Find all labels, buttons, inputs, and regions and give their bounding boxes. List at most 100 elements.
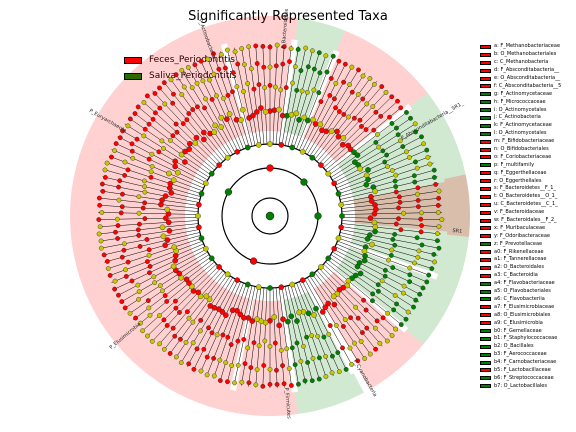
tree-node <box>373 109 379 115</box>
tree-node <box>323 53 329 59</box>
tree-node <box>417 291 423 297</box>
tree-branch <box>314 81 378 160</box>
tree-node <box>159 197 165 203</box>
biomarker-legend-label: k: F_Actinomycetaceae <box>494 122 552 129</box>
tree-node <box>335 235 342 242</box>
tree-branch <box>114 246 205 290</box>
tree-node <box>235 61 241 67</box>
biomarker-legend-label: h: F_Micrococcaceae <box>494 98 546 105</box>
tree-node <box>355 92 361 97</box>
biomarker-legend-label: s: F_Bacteroidetes__F_1_ <box>494 185 556 192</box>
tree-node <box>401 283 407 289</box>
tree-node <box>149 338 155 344</box>
tree-node <box>160 233 167 240</box>
biomarker-legend-swatch <box>480 360 491 365</box>
biomarker-legend-entry: j: C_Actinobacteria <box>480 114 561 122</box>
tree-node <box>352 340 357 346</box>
tree-node <box>159 138 165 144</box>
tree-branch <box>193 61 239 152</box>
tree-branch <box>323 100 398 169</box>
tree-node <box>280 363 285 368</box>
clade-highlight <box>311 96 372 150</box>
tree-node <box>203 96 209 102</box>
tree-node <box>234 149 241 155</box>
tree-node <box>173 354 179 360</box>
tree-node <box>382 273 388 279</box>
biomarker-legend-entry: q: F_Eggerthellaceae <box>480 169 561 177</box>
tree-node <box>157 85 162 91</box>
tree-node <box>400 144 406 149</box>
tree-node <box>274 381 280 387</box>
tree-node <box>255 142 262 148</box>
tree-node <box>194 80 200 86</box>
tree-node <box>435 231 440 236</box>
clade-highlight <box>228 390 298 416</box>
tree-node <box>318 264 324 270</box>
tree-node <box>225 334 231 340</box>
tree-node <box>294 318 300 324</box>
clade-highlight <box>390 271 437 329</box>
tree-branch <box>281 286 299 386</box>
tree-node <box>361 248 368 254</box>
tree-node <box>102 174 108 180</box>
tree-node <box>152 91 158 96</box>
biomarker-legend-swatch <box>480 131 491 136</box>
tree-node <box>287 59 292 64</box>
biomarker-legend-swatch <box>480 163 491 168</box>
tree-branch <box>333 136 423 183</box>
biomarker-legend-entry: a6: C_Flavobacteriia <box>480 296 561 304</box>
tree-node <box>191 366 197 372</box>
biomarker-legend-entry: u: C_Bacteroidetes__C_1_ <box>480 201 561 209</box>
tree-node <box>97 224 103 230</box>
tree-node <box>120 128 125 134</box>
tree-node <box>146 252 152 258</box>
tree-branch <box>309 72 366 157</box>
biomarker-legend-label: a4: F_Flavobacteriaceae <box>494 280 555 287</box>
tree-node <box>349 64 355 70</box>
tree-node <box>389 247 395 253</box>
tree-node <box>238 117 244 123</box>
tree-node <box>349 89 355 95</box>
tree-node <box>339 213 345 219</box>
tree-node <box>216 66 222 72</box>
tree-node <box>283 85 289 90</box>
tree-node <box>311 312 317 318</box>
biomarker-legend-label: z: F_Prevotellaceae <box>494 240 543 247</box>
tree-branch <box>114 142 205 186</box>
biomarker-legend-swatch <box>480 68 491 73</box>
tree-node <box>436 245 442 251</box>
clade-highlight <box>320 73 391 135</box>
tree-node <box>375 288 381 294</box>
tree-node <box>435 203 441 208</box>
tree-node <box>280 61 286 67</box>
tree-branch <box>132 111 213 173</box>
clade-highlight <box>349 317 405 369</box>
tree-node <box>204 372 210 378</box>
tree-branch <box>338 238 434 270</box>
clade-label: SR1 <box>452 228 462 235</box>
clade-highlight <box>92 44 236 390</box>
tree-node <box>392 293 398 298</box>
tree-node <box>332 96 337 102</box>
tree-node <box>342 61 348 67</box>
tree-node <box>390 265 396 271</box>
tree-node <box>363 181 370 188</box>
tree-node <box>127 310 133 316</box>
tree-node <box>361 257 368 264</box>
tree-node <box>214 93 219 99</box>
clade-highlight <box>397 186 425 230</box>
tree-node <box>288 313 295 320</box>
legend-label: Feces_Periodontitis <box>149 55 235 65</box>
tree-node <box>333 323 339 328</box>
tree-node <box>198 328 203 334</box>
tree-node <box>135 227 141 233</box>
biomarker-legend-swatch <box>480 305 491 310</box>
tree-node <box>105 266 111 271</box>
tree-node <box>412 260 417 266</box>
tree-node <box>241 89 246 94</box>
tree-node <box>127 116 133 122</box>
tree-node <box>244 281 251 288</box>
tree-node <box>272 340 278 346</box>
tree-node <box>149 164 155 169</box>
tree-node <box>341 79 346 85</box>
